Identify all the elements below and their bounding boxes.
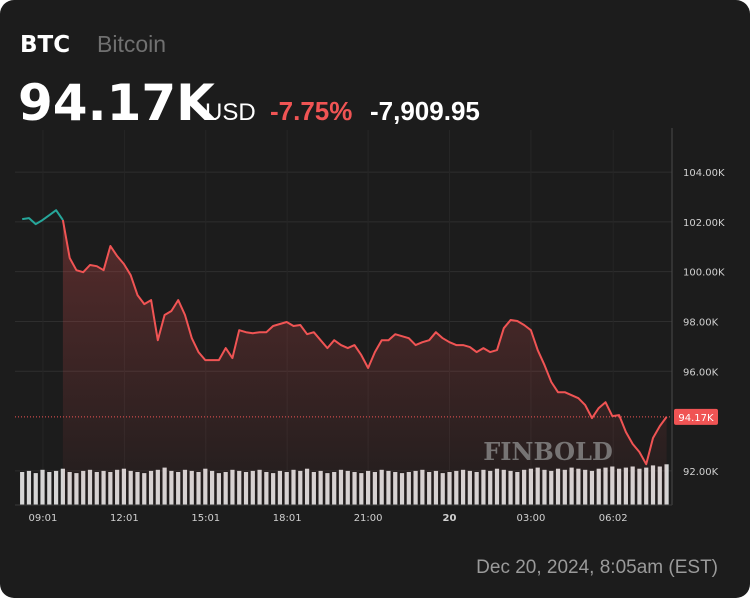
y-tick-label: 100.00K [683, 268, 725, 279]
change: -7,909.95 [370, 96, 480, 126]
volume-bar [60, 468, 65, 505]
volume-bar [20, 472, 25, 505]
symbol: BTC [20, 32, 70, 58]
watermark: FINBOLD [483, 437, 613, 466]
y-tick-label: 98.00K [683, 317, 719, 328]
currency: USD [205, 99, 256, 126]
x-tick-label: 12:01 [110, 513, 139, 524]
x-tick-label: 21:00 [354, 513, 383, 524]
x-tick-label: 18:01 [273, 513, 302, 524]
price-line [61, 219, 668, 466]
x-tick-label: 09:01 [29, 513, 58, 524]
asset-name: Bitcoin [97, 31, 166, 57]
y-tick-label: 96.00K [683, 367, 719, 378]
volume-bar [40, 469, 45, 505]
last-price-label: 94.17K [678, 413, 714, 424]
volume-bar [47, 472, 52, 505]
y-tick-label: 104.00K [683, 168, 725, 179]
last-price-box [674, 408, 718, 425]
y-tick-label: 92.00K [683, 467, 719, 478]
x-tick-label: 15:01 [191, 513, 220, 524]
y-tick-label: 102.00K [683, 218, 725, 229]
timestamp: Dec 20, 2024, 8:05am (EST) [476, 557, 718, 578]
price-line [22, 209, 64, 226]
x-tick-label: 03:00 [516, 513, 545, 524]
volume-bar [26, 470, 32, 505]
price: 94.17K [18, 74, 217, 132]
x-tick-label: 20 [443, 513, 457, 524]
x-tick-label: 06:02 [599, 513, 628, 524]
volume-bar [53, 470, 59, 505]
volume-bar [33, 473, 38, 505]
change-percent: -7.75% [270, 96, 352, 126]
